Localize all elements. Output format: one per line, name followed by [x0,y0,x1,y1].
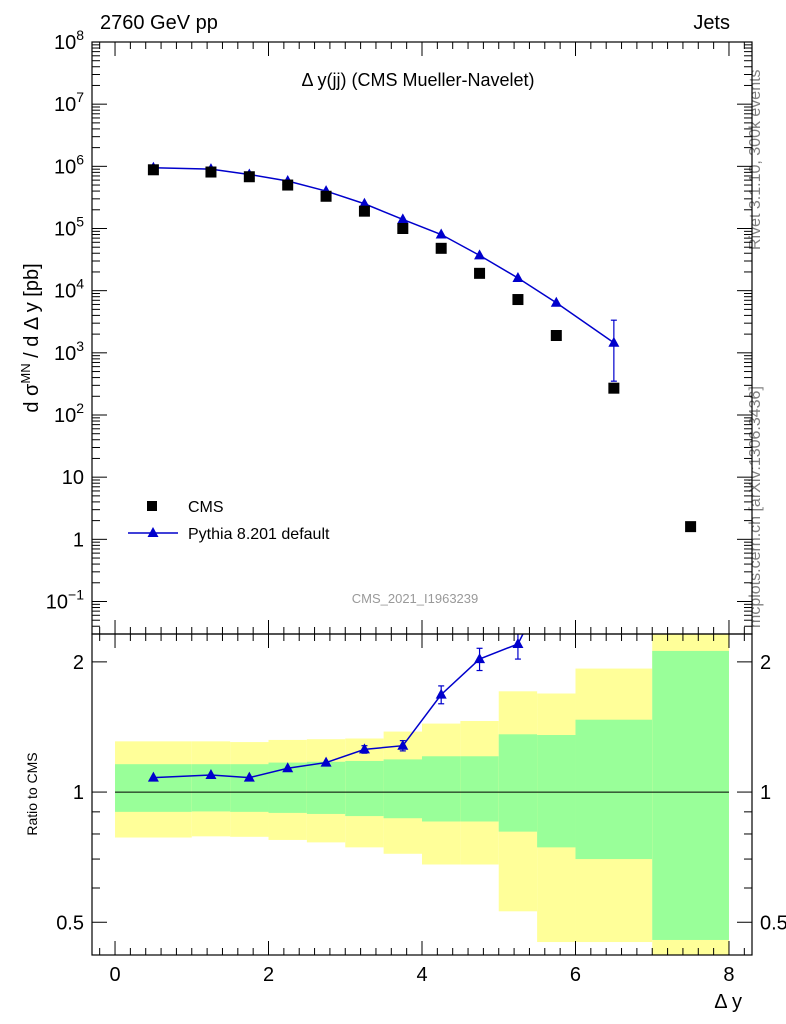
main-y-tick-label: 105 [54,213,84,240]
inner-band-8 [460,756,499,822]
ratio-y-tick-label-right: 2 [760,652,771,674]
ratio-point [551,562,562,572]
main-y-tick-label: 108 [54,27,84,54]
inner-band-7 [422,756,461,822]
main-title: Δ y(jj) (CMS Mueller-Navelet) [301,70,534,90]
pythia-point [435,228,447,239]
main-frame [91,41,753,635]
main-y-tick-label: 102 [54,400,84,427]
cms-point [320,190,332,202]
cms-point [685,521,697,533]
cms-point [435,242,447,254]
x-tick-label: 4 [416,964,427,986]
x-tick-label: 6 [570,964,581,986]
cms-point [397,222,409,234]
cms-point [205,166,217,178]
ratio-point [243,771,255,782]
ratio-point [205,769,217,780]
pythia-point [550,296,562,307]
ratio-y-tick-label-right: 1 [760,782,771,804]
cms-point [550,330,562,342]
cms-point [243,171,255,183]
main-y-tick-label: 106 [54,151,84,178]
pythia-point [358,197,370,208]
main-y-tick-label: 103 [54,338,84,365]
inner-band-4 [306,761,346,814]
pythia-line [153,166,615,344]
ratio-point [282,762,294,773]
inner-band-11 [575,719,653,860]
ratio-y-tick-label-left: 2 [73,652,84,674]
cms-point [358,205,370,217]
main-y-tick-label: 10 [62,467,84,489]
ratio-point [474,653,486,664]
legend-cms-label: CMS [188,499,224,516]
main-panel [147,161,697,533]
main-y-axis-label: d σMN / d Δ y [pb] [18,263,43,412]
cms-point [147,164,159,176]
ratio-point [358,743,370,754]
pythia-series [147,161,620,382]
main-y-tick-label: 10−1 [46,586,84,613]
cms-point [474,267,486,279]
legend: CMS Pythia 8.201 default [128,499,330,543]
inner-band-9 [498,734,538,832]
legend-cms-marker [147,501,157,511]
x-tick-label: 8 [723,964,734,986]
header-left: 2760 GeV pp [100,12,218,34]
inner-band-2 [230,764,269,812]
pythia-point [608,336,620,347]
watermark: CMS_2021_I1963239 [352,591,479,606]
cms-point [512,294,524,306]
pythia-point [397,213,409,224]
ratio-point [397,739,409,750]
x-axis-label: Δ y [714,991,742,1013]
inner-band-10 [537,735,576,848]
inner-band-5 [345,760,384,817]
legend-pythia-label: Pythia 8.201 default [188,526,330,543]
inner-band-12 [652,650,729,940]
ratio-y-axis-label: Ratio to CMS [24,752,40,835]
ratio-point [320,756,332,767]
ratio-y-tick-label-right: 0.5 [760,912,786,934]
cms-point [282,179,294,191]
inner-band-6 [383,759,422,819]
ratio-point [435,688,447,699]
ratio-series [147,562,562,782]
rivet-label: Rivet 3.1.10, 300k events [747,69,764,250]
main-y-tick-label: 104 [54,276,84,303]
uncertainty-bands [115,634,729,955]
legend-pythia-marker [147,527,159,537]
ratio-panel [115,562,729,955]
inner-band-0 [115,764,192,812]
cms-series [147,164,697,533]
main-y-tick-label: 107 [54,89,84,116]
mcplots-label: mcplots.cern.ch [arXiv:1306.3436] [747,386,764,628]
ratio-y-tick-label-left: 0.5 [56,912,84,934]
main-y-tick-label: 1 [73,529,84,551]
ratio-point [512,637,524,648]
cms-point [608,382,620,394]
ratio-y-tick-label-left: 1 [73,782,84,804]
pythia-point [474,249,486,260]
x-tick-label: 2 [263,964,274,986]
pythia-point [512,271,524,282]
ratio-point [147,771,159,782]
header-right: Jets [693,12,730,34]
x-tick-label: 0 [109,964,120,986]
axes-ticks: 10−1 1 10 102 103 104 105 106 107 108 0.5 0.5 1 1 2 2 0 2… [46,27,786,986]
